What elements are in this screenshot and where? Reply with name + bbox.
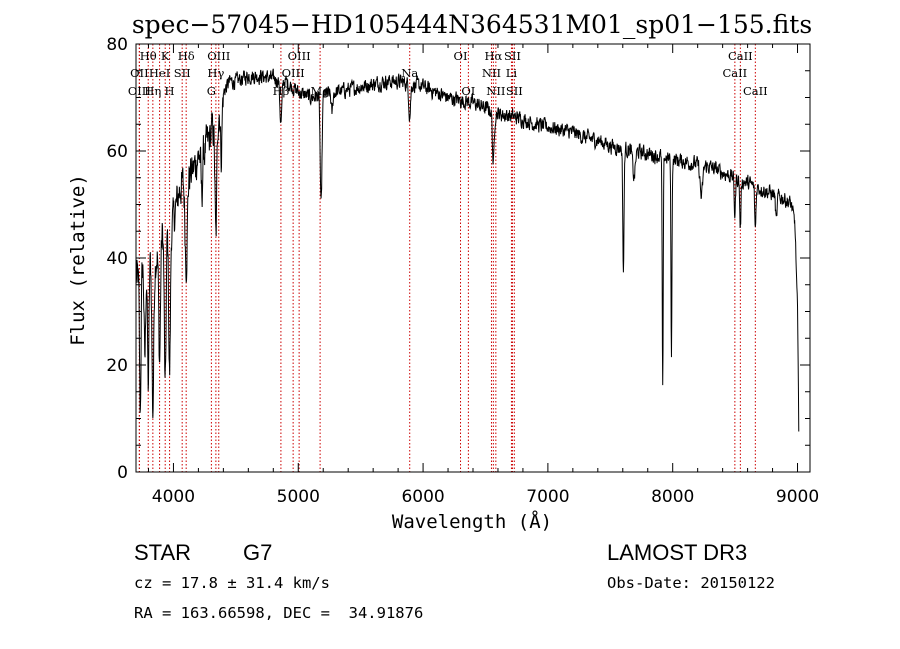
y-tick-label: 40 [106, 249, 128, 269]
x-tick-label: 5000 [277, 487, 320, 507]
reference-line-label: Hγ [207, 66, 224, 80]
x-axis-label: Wavelength (Å) [392, 510, 552, 533]
y-tick-label: 80 [106, 35, 128, 55]
reference-line-label: OIII [282, 66, 305, 80]
reference-line-label: Hδ [178, 49, 195, 63]
reference-line-label: OIII [207, 49, 230, 63]
reference-line-label: OIII [128, 84, 151, 98]
reference-line-label: SII [504, 49, 521, 63]
x-axis-ticks: 4000 5000 6000 7000 8000 9000 [147, 44, 819, 507]
reference-line-label: K [161, 49, 170, 63]
reference-line-label: Hα [484, 49, 502, 63]
reference-line-label: OI [454, 49, 468, 63]
x-tick-label: 9000 [776, 487, 819, 507]
reference-line-label: H [165, 84, 175, 98]
survey-name: LAMOST DR3 [607, 540, 748, 565]
chart-title: spec−57045−HD105444N364531M01_sp01−155.f… [132, 10, 812, 39]
reference-line-label: OI [461, 84, 475, 98]
reference-line-label: Na [401, 66, 418, 80]
reference-line-label: OII [130, 66, 149, 80]
y-tick-label: 60 [106, 142, 128, 162]
reference-line-label: OIII [288, 49, 311, 63]
spectral-class: STAR [134, 540, 192, 565]
redshift-velocity: cz = 17.8 ± 31.4 km/s [134, 574, 330, 592]
reference-line-label: SII [174, 66, 191, 80]
reference-line-label: SII [506, 84, 523, 98]
x-tick-label: 4000 [152, 487, 195, 507]
y-axis-ticks: 0 20 40 60 80 [106, 35, 810, 483]
reference-line-label: Li [506, 66, 518, 80]
y-tick-label: 20 [106, 356, 128, 376]
observation-date: Obs-Date: 20150122 [607, 574, 775, 592]
reference-line-label: Hθ [140, 49, 157, 63]
reference-line-label: G [207, 84, 216, 98]
plot-frame [135, 43, 811, 473]
reference-line-label: HeI [149, 66, 170, 80]
coordinates: RA = 163.66598, DEC = 34.91876 [134, 604, 424, 622]
y-axis-label: Flux (relative) [67, 174, 89, 346]
spectral-subclass: G7 [243, 540, 273, 565]
x-tick-label: 8000 [651, 487, 694, 507]
reference-line-label: CaII [728, 49, 753, 63]
x-tick-label: 7000 [526, 487, 569, 507]
spectrum-line [135, 68, 800, 432]
reference-line-label: NII [486, 84, 505, 98]
reference-line-label: Hη [144, 84, 161, 98]
reference-line-label: NII [482, 66, 501, 80]
reference-line-label: CaII [722, 66, 747, 80]
y-tick-label: 0 [117, 463, 128, 483]
reference-line-label: CaII [743, 84, 768, 98]
x-tick-label: 6000 [401, 487, 444, 507]
